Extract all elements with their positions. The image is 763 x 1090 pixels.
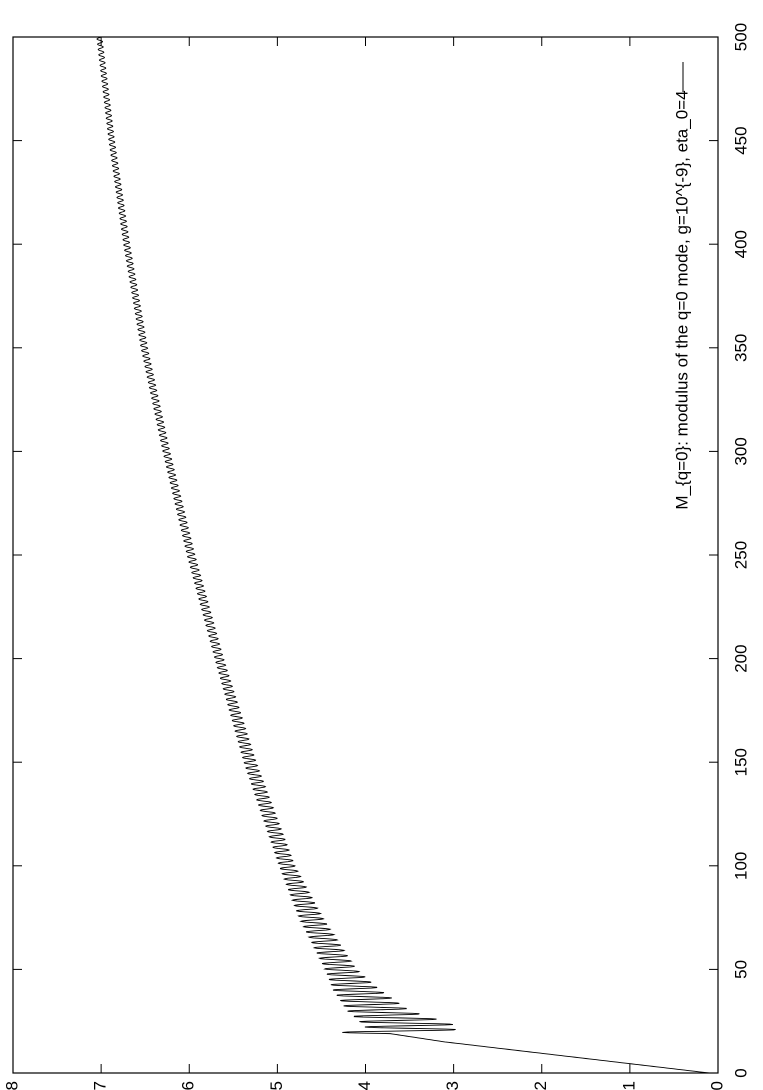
x-tick-label: 50 xyxy=(731,960,750,979)
series-layer xyxy=(96,36,710,1074)
y-tick-label: 0.0008 xyxy=(2,1081,21,1090)
y-tick-label: 0.0006 xyxy=(179,1081,198,1090)
y-tick-label: 0.0002 xyxy=(531,1081,550,1090)
plot-frame xyxy=(12,36,719,1074)
legend-label: M_{q=0}: modulus of the q=0 mode, g=10^{… xyxy=(672,90,691,509)
x-tick-label: 250 xyxy=(731,541,750,569)
x-tick-label: 300 xyxy=(731,437,750,465)
x-tick-label: 450 xyxy=(731,126,750,154)
y-tick-label: 0.0005 xyxy=(267,1081,286,1090)
axis-tick-labels: 0 50 100 150 200 250 300 350 400 450 500 0 0.0001 0.0… xyxy=(2,23,750,1090)
x-tick-label: 150 xyxy=(731,748,750,776)
y-tick-label: 0.0001 xyxy=(619,1081,638,1090)
x-tick-label: 100 xyxy=(731,852,750,880)
axis-ticks xyxy=(12,36,719,1074)
y-tick-label: 0 xyxy=(707,1081,726,1090)
y-tick-label: 0.0003 xyxy=(443,1081,462,1090)
legend: M_{q=0}: modulus of the q=0 mode, g=10^{… xyxy=(672,62,691,510)
x-tick-label: 200 xyxy=(731,644,750,672)
x-tick-label: 0 xyxy=(731,1068,750,1077)
x-tick-label: 400 xyxy=(731,230,750,258)
series-line xyxy=(96,36,710,1074)
x-tick-label: 500 xyxy=(731,23,750,51)
x-tick-label: 350 xyxy=(731,334,750,362)
y-tick-label: 0.0007 xyxy=(91,1081,110,1090)
y-tick-label: 0.0004 xyxy=(355,1081,374,1090)
